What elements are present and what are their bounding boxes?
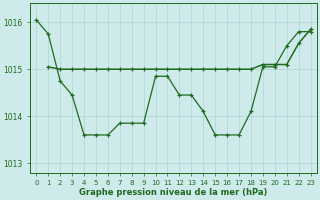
X-axis label: Graphe pression niveau de la mer (hPa): Graphe pression niveau de la mer (hPa) bbox=[79, 188, 268, 197]
